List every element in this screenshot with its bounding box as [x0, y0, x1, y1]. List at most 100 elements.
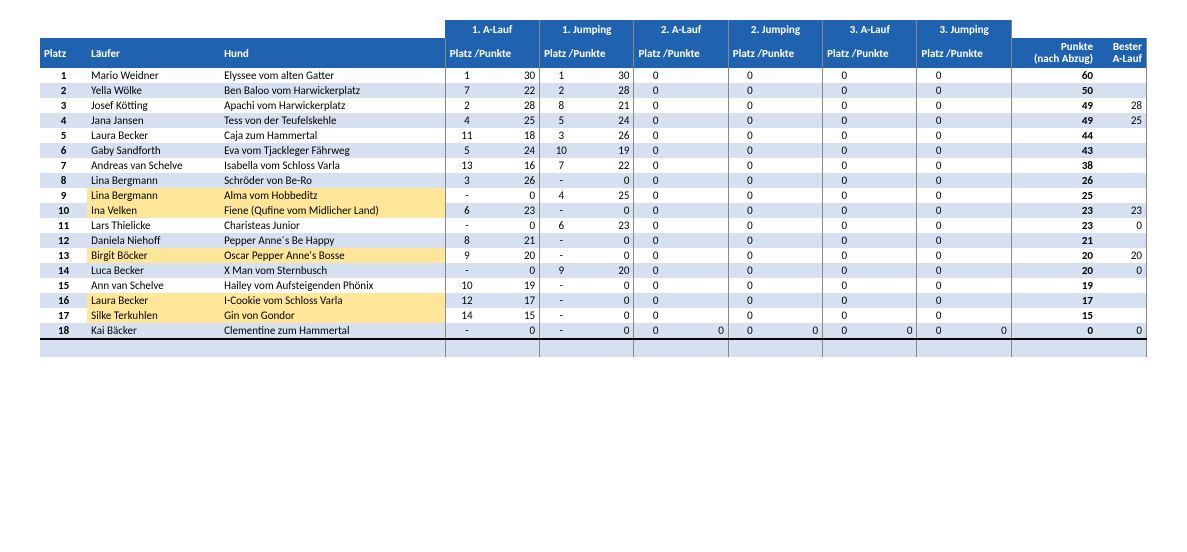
cell-round-punkte — [865, 143, 916, 158]
cell-round-platz: 6 — [540, 218, 583, 233]
cell-hund: Fiene (Qufine vom Midlicher Land) — [220, 203, 445, 218]
col-platz: Platz — [40, 38, 87, 68]
cell-platz: 7 — [40, 158, 87, 173]
table-row: 16Laura BeckerI-Cookie vom Schloss Varla… — [40, 293, 1147, 308]
cell-round-platz: 0 — [917, 188, 960, 203]
cell-hund: Schröder von Be-Ro — [220, 173, 445, 188]
cell-round-platz: 0 — [917, 278, 960, 293]
table-row: 12Daniela NiehoffPepper Anne´s Be Happy8… — [40, 233, 1147, 248]
cell-laufer: Birgit Böcker — [87, 248, 220, 263]
cell-round-punkte: 18 — [488, 128, 539, 143]
cell-round-platz: - — [540, 233, 583, 248]
cell-laufer: Kai Bäcker — [87, 323, 220, 339]
cell-round-punkte: 0 — [582, 278, 633, 293]
cell-bester: 0 — [1097, 263, 1146, 278]
table-row: 10Ina VelkenFiene (Qufine vom Midlicher … — [40, 203, 1147, 218]
cell-round-punkte — [771, 68, 822, 83]
col-punkte: Punkte(nach Abzug) — [1011, 38, 1097, 68]
cell-round-punkte — [865, 188, 916, 203]
cell-laufer: Yella Wölke — [87, 83, 220, 98]
cell-laufer: Lina Bergmann — [87, 173, 220, 188]
cell-round-platz: 0 — [917, 233, 960, 248]
cell-round-platz: - — [445, 188, 488, 203]
round-header: 1. Jumping — [540, 20, 634, 38]
cell-round-platz: 0 — [917, 98, 960, 113]
cell-punkte: 23 — [1011, 203, 1097, 218]
cell-punkte: 15 — [1011, 308, 1097, 323]
cell-punkte: 17 — [1011, 293, 1097, 308]
cell-bester — [1097, 233, 1146, 248]
cell-bester — [1097, 83, 1146, 98]
cell-round-punkte — [865, 218, 916, 233]
cell-round-platz: 0 — [728, 158, 771, 173]
cell-round-punkte — [677, 278, 728, 293]
cell-bester: 25 — [1097, 113, 1146, 128]
cell-round-punkte — [865, 83, 916, 98]
cell-round-platz: 0 — [917, 323, 960, 339]
cell-round-platz: 0 — [917, 158, 960, 173]
cell-round-punkte — [865, 113, 916, 128]
col-sub: Platz /Punkte — [540, 38, 634, 68]
table-row: 13Birgit BöckerOscar Pepper Anne's Bosse… — [40, 248, 1147, 263]
cell-round-platz: 1 — [445, 68, 488, 83]
cell-platz: 11 — [40, 218, 87, 233]
cell-round-punkte — [677, 218, 728, 233]
cell-round-punkte: 16 — [488, 158, 539, 173]
cell-round-punkte: 22 — [582, 158, 633, 173]
cell-bester — [1097, 143, 1146, 158]
cell-round-platz: 4 — [445, 113, 488, 128]
cell-round-punkte — [771, 188, 822, 203]
cell-round-platz: - — [540, 293, 583, 308]
cell-round-platz: 0 — [728, 113, 771, 128]
cell-round-platz: - — [445, 323, 488, 339]
cell-round-punkte: 15 — [488, 308, 539, 323]
cell-round-punkte — [865, 68, 916, 83]
col-sub: Platz /Punkte — [917, 38, 1011, 68]
cell-round-platz: 0 — [728, 98, 771, 113]
cell-bester — [1097, 293, 1146, 308]
cell-round-punkte: 0 — [488, 188, 539, 203]
table-row: 3Josef KöttingApachi vom Harwickerplatz2… — [40, 98, 1147, 113]
cell-round-platz: 0 — [728, 173, 771, 188]
cell-round-platz: 0 — [634, 278, 677, 293]
cell-round-punkte — [865, 128, 916, 143]
cell-bester — [1097, 128, 1146, 143]
cell-round-platz: - — [445, 263, 488, 278]
round-header-row: 1. A-Lauf 1. Jumping 2. A-Lauf 2. Jumpin… — [40, 20, 1147, 38]
cell-round-platz: 0 — [823, 263, 866, 278]
cell-round-punkte: 0 — [677, 323, 728, 339]
cell-round-platz: 5 — [540, 113, 583, 128]
cell-round-punkte: 28 — [488, 98, 539, 113]
cell-platz: 12 — [40, 233, 87, 248]
cell-round-punkte — [960, 278, 1011, 293]
cell-round-punkte: 26 — [488, 173, 539, 188]
cell-platz: 9 — [40, 188, 87, 203]
cell-round-platz: 9 — [445, 248, 488, 263]
cell-round-platz: - — [540, 278, 583, 293]
cell-punkte: 25 — [1011, 188, 1097, 203]
cell-round-punkte: 22 — [488, 83, 539, 98]
footer-row — [40, 339, 1147, 357]
cell-round-punkte: 24 — [488, 143, 539, 158]
cell-round-punkte: 0 — [582, 323, 633, 339]
cell-round-platz: 0 — [917, 218, 960, 233]
cell-round-punkte — [960, 308, 1011, 323]
table-row: 8Lina BergmannSchröder von Be-Ro326-0000… — [40, 173, 1147, 188]
cell-round-platz: 0 — [823, 173, 866, 188]
cell-punkte: 50 — [1011, 83, 1097, 98]
cell-round-platz: 0 — [728, 278, 771, 293]
cell-round-platz: 0 — [634, 158, 677, 173]
cell-bester — [1097, 308, 1146, 323]
cell-round-punkte — [865, 308, 916, 323]
cell-round-platz: 0 — [917, 308, 960, 323]
cell-round-punkte — [960, 248, 1011, 263]
cell-round-punkte: 0 — [488, 218, 539, 233]
cell-round-platz: 0 — [728, 68, 771, 83]
cell-round-punkte — [960, 188, 1011, 203]
cell-bester: 20 — [1097, 248, 1146, 263]
cell-round-platz: 2 — [540, 83, 583, 98]
results-body: 1Mario WeidnerElyssee vom alten Gatter13… — [40, 68, 1147, 339]
cell-round-platz: 0 — [917, 113, 960, 128]
cell-platz: 1 — [40, 68, 87, 83]
cell-round-platz: 0 — [634, 233, 677, 248]
